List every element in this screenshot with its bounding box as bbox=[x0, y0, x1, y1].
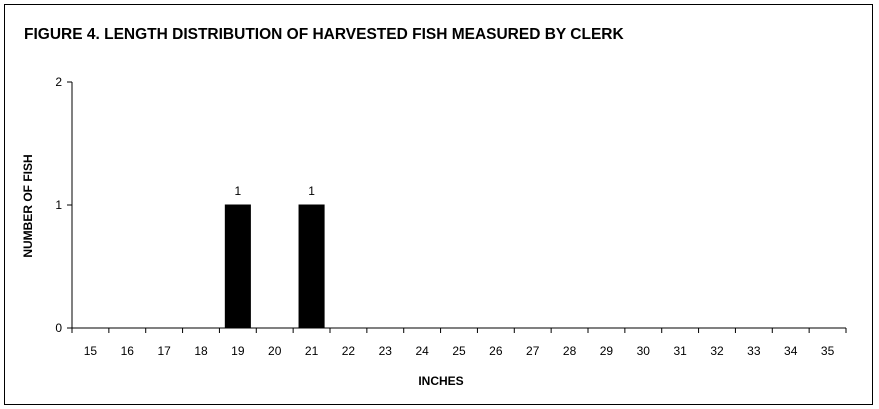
y-axis-label: NUMBER OF FISH bbox=[21, 154, 35, 257]
bar bbox=[298, 204, 325, 329]
x-tick-label: 19 bbox=[231, 344, 245, 358]
bar bbox=[224, 204, 251, 329]
data-label: 1 bbox=[235, 184, 242, 198]
x-tick-label: 35 bbox=[821, 344, 835, 358]
data-label: 1 bbox=[308, 184, 315, 198]
chart-bars bbox=[224, 204, 325, 329]
y-tick-label: 2 bbox=[55, 75, 62, 89]
x-tick-label: 29 bbox=[600, 344, 614, 358]
x-tick-label: 33 bbox=[747, 344, 761, 358]
x-tick-label: 27 bbox=[526, 344, 540, 358]
x-tick-label: 16 bbox=[121, 344, 135, 358]
x-tick-label: 28 bbox=[563, 344, 577, 358]
y-tick-label: 0 bbox=[55, 321, 62, 335]
x-tick-label: 34 bbox=[784, 344, 798, 358]
x-axis-label: INCHES bbox=[418, 374, 463, 388]
x-tick-label: 20 bbox=[268, 344, 282, 358]
x-tick-label: 30 bbox=[637, 344, 651, 358]
x-tick-label: 23 bbox=[379, 344, 393, 358]
x-tick-label: 17 bbox=[157, 344, 171, 358]
x-tick-label: 15 bbox=[84, 344, 98, 358]
x-tick-label: 24 bbox=[415, 344, 429, 358]
x-tick-label: 31 bbox=[673, 344, 687, 358]
x-tick-label: 26 bbox=[489, 344, 503, 358]
chart-frame bbox=[4, 4, 873, 405]
x-tick-label: 25 bbox=[452, 344, 466, 358]
x-tick-label: 32 bbox=[710, 344, 724, 358]
y-tick-label: 1 bbox=[55, 198, 62, 212]
x-tick-label: 22 bbox=[342, 344, 356, 358]
chart-axes: 0 1 2 15 16 17 18 19 20 21 22 23 24 25 26 27 28 29 30 31 32 3… bbox=[55, 75, 847, 358]
x-tick-label: 21 bbox=[305, 344, 319, 358]
chart-title: FIGURE 4. LENGTH DISTRIBUTION OF HARVEST… bbox=[24, 26, 624, 43]
x-tick-label: 18 bbox=[194, 344, 208, 358]
